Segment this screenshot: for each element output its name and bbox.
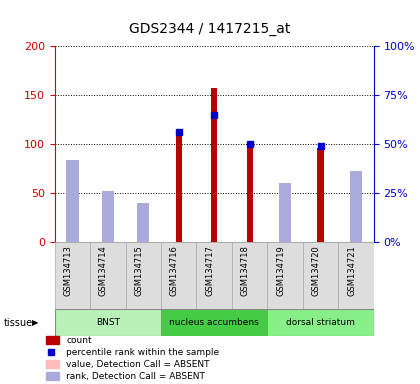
Text: dorsal striatum: dorsal striatum	[286, 318, 355, 327]
Bar	[279, 183, 291, 242]
Text: count: count	[66, 336, 92, 345]
Bar	[46, 372, 59, 380]
Text: GSM134716: GSM134716	[170, 245, 179, 296]
Text: nucleus accumbens: nucleus accumbens	[169, 318, 259, 327]
Text: GSM134718: GSM134718	[241, 245, 249, 296]
Text: value, Detection Call = ABSENT: value, Detection Call = ABSENT	[66, 360, 210, 369]
Bar	[66, 171, 79, 242]
Bar	[137, 205, 150, 242]
Bar	[55, 309, 161, 336]
Bar	[268, 242, 303, 309]
Bar	[161, 242, 197, 309]
Bar	[339, 242, 374, 309]
Text: tissue: tissue	[4, 318, 33, 328]
Text: GSM134715: GSM134715	[134, 245, 143, 296]
Text: GSM134720: GSM134720	[312, 245, 320, 296]
Text: BNST: BNST	[96, 318, 120, 327]
Bar	[350, 179, 362, 242]
Text: GDS2344 / 1417215_at: GDS2344 / 1417215_at	[129, 23, 291, 36]
Bar	[55, 242, 90, 309]
Text: rank, Detection Call = ABSENT: rank, Detection Call = ABSENT	[66, 372, 205, 381]
Bar	[350, 171, 362, 242]
Bar	[279, 191, 291, 242]
Bar	[197, 242, 232, 309]
Bar	[232, 242, 268, 309]
Bar	[211, 88, 217, 242]
Bar	[90, 242, 126, 309]
Text: GSM134721: GSM134721	[347, 245, 356, 296]
Text: GSM134719: GSM134719	[276, 245, 285, 296]
Bar	[66, 160, 79, 242]
Text: GSM134714: GSM134714	[99, 245, 108, 296]
Text: ▶: ▶	[32, 318, 38, 327]
Bar	[137, 203, 150, 242]
Bar	[318, 148, 324, 242]
Bar	[46, 336, 59, 344]
Bar	[161, 309, 268, 336]
Bar	[268, 309, 374, 336]
Text: GSM134713: GSM134713	[63, 245, 72, 296]
Bar	[126, 242, 161, 309]
Bar	[102, 191, 114, 242]
Bar	[176, 136, 182, 242]
Bar	[303, 242, 339, 309]
Text: GSM134717: GSM134717	[205, 245, 214, 296]
Bar	[46, 360, 59, 368]
Bar	[102, 193, 114, 242]
Text: percentile rank within the sample: percentile rank within the sample	[66, 348, 219, 357]
Bar	[247, 146, 253, 242]
